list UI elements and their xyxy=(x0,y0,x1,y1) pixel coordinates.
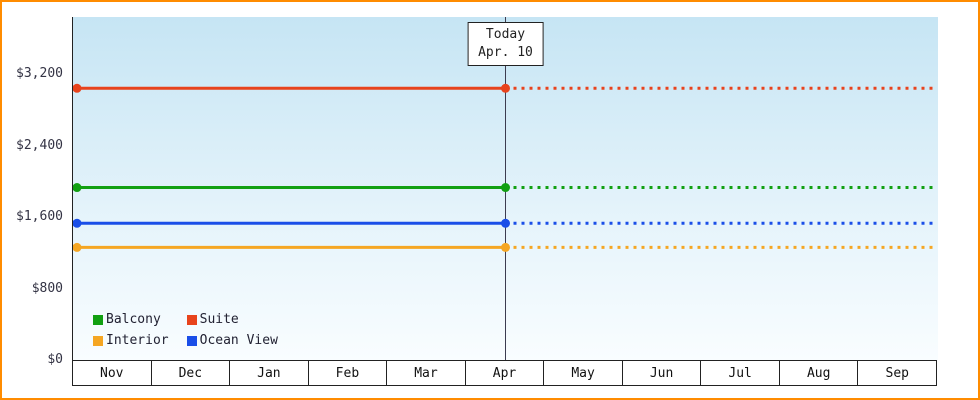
x-axis-month-apr: Apr xyxy=(464,360,545,386)
series-start-marker-balcony xyxy=(73,183,82,193)
series-start-marker-ocean-view xyxy=(73,218,82,228)
series-today-marker-suite xyxy=(501,83,510,93)
today-label: Today xyxy=(485,27,526,42)
x-axis-month-jan: Jan xyxy=(229,360,309,386)
x-axis-month-aug: Aug xyxy=(778,360,859,386)
x-axis-month-may: May xyxy=(543,360,623,386)
x-axis-month-mar: Mar xyxy=(386,360,466,386)
legend-item-interior: Interior xyxy=(93,333,169,348)
today-marker-box: Today Apr. 10 xyxy=(467,22,544,67)
x-axis-month-jun: Jun xyxy=(621,360,702,386)
legend-item-label: Ocean View xyxy=(199,333,278,348)
legend-color-swatch xyxy=(186,314,197,325)
series-today-marker-ocean-view xyxy=(501,218,510,228)
y-tick-label: $1,600 xyxy=(16,209,63,224)
x-axis-month-sep: Sep xyxy=(857,360,938,386)
y-axis-labels: $0 $800 $1,600 $2,400 $3,200 xyxy=(2,17,72,367)
chart-lines xyxy=(73,17,936,360)
legend-item-label: Interior xyxy=(106,333,169,348)
legend-item-label: Suite xyxy=(199,312,239,327)
legend-item-label: Balcony xyxy=(106,312,161,327)
x-axis: Nov Dec Jan Feb Mar Apr May Jun Jul Aug Sep xyxy=(72,360,938,386)
series-start-marker-suite xyxy=(73,83,82,93)
legend-color-swatch xyxy=(93,335,103,346)
today-date: Apr. 10 xyxy=(478,45,533,61)
legend-item-balcony: Balcony xyxy=(93,312,169,327)
series-today-marker-interior xyxy=(501,242,510,252)
y-tick-label: $800 xyxy=(31,280,63,296)
series-start-marker-interior xyxy=(73,242,82,252)
legend-item-suite: Suite xyxy=(186,312,278,327)
y-tick-label: $0 xyxy=(47,352,63,367)
y-tick-label: $3,200 xyxy=(16,66,63,81)
x-axis-month-dec: Dec xyxy=(150,360,231,386)
plot-area: Today Apr. 10 Balcony Suite Interior Ocean … xyxy=(72,17,938,360)
legend-item-ocean-view: Ocean View xyxy=(186,333,278,348)
y-tick-label: $2,400 xyxy=(16,137,63,153)
legend-color-swatch xyxy=(93,314,103,325)
x-axis-month-nov: Nov xyxy=(72,360,152,386)
series-today-marker-balcony xyxy=(501,183,510,193)
x-axis-month-feb: Feb xyxy=(307,360,388,386)
x-axis-month-jul: Jul xyxy=(700,360,780,386)
legend-color-swatch xyxy=(186,335,197,346)
legend: Balcony Suite Interior Ocean View xyxy=(93,312,278,348)
